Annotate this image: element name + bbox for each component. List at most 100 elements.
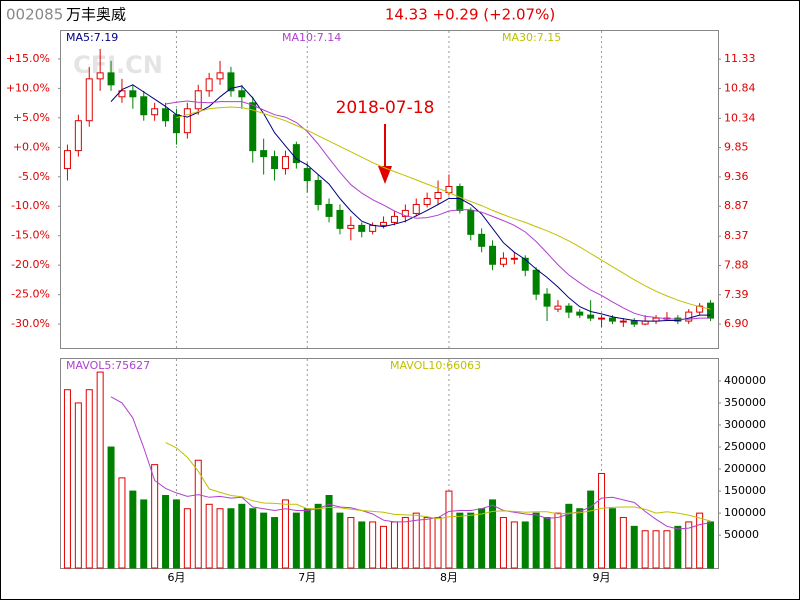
volume-bar [543,517,551,569]
price-panel [60,30,719,349]
volume-bar [478,508,486,569]
candle-body [281,156,289,170]
candle-body [194,90,202,110]
candle-body [85,78,93,122]
y-tick-label: +10.0% [6,81,50,94]
candle-body [96,72,104,80]
candle-body [347,224,355,229]
y-tick-label: -5.0% [18,170,50,183]
candle-body [565,305,573,313]
volume-bar [499,517,507,569]
ma-line [176,106,711,310]
candle-body [619,320,627,323]
volume-bar [423,517,431,569]
volume-bar [292,512,300,569]
volume-bar [369,521,377,569]
volume-bar [652,530,660,569]
volume-bar [271,517,279,569]
x-tick-label: 7月 [298,571,316,584]
candle-body [532,269,540,295]
candle-body [390,215,398,223]
volume-bar [140,499,148,569]
y-tick-label: 50000 [724,528,759,541]
annotation-arrowhead [378,166,392,184]
y-tick-label: 300000 [724,418,766,431]
volume-bar [303,508,311,569]
quote: 14.33 +0.29 (+2.07%) [385,6,555,24]
volume-bar [129,490,137,569]
annotation: 2018-07-18 [336,98,435,118]
candle-body [216,72,224,80]
candle-body [521,257,529,271]
y-tick-label: +15.0% [6,52,50,65]
x-tick-label: 6月 [167,571,185,584]
candle-body [685,311,693,322]
candle-body [140,96,148,116]
volume-bar [456,512,464,569]
candle-body [543,293,551,307]
volume-bar [85,389,93,569]
candle-body [260,150,268,158]
legend-entry: MA30:7.15 [502,31,561,44]
volume-panel [60,358,719,569]
volume-bar [641,530,649,569]
candle-body [369,224,377,232]
volume-bar [412,512,420,569]
volume-bar [467,512,475,569]
volume-bar [96,371,104,569]
candle-body [129,90,137,98]
volume-bar [314,503,322,569]
legend-entry: MAVOL10:66063 [390,359,481,372]
volume-bar [445,490,453,569]
volume-bar [347,517,355,569]
candle-body [314,180,322,205]
y-tick-label: 6.90 [724,317,749,330]
volume-bar [260,512,268,569]
volume-bar [401,517,409,569]
y-tick-label: 150000 [724,484,766,497]
y-tick-label: 100000 [724,506,766,519]
candle-body [587,314,595,319]
volume-bar [172,499,180,569]
y-tick-label: -30.0% [11,317,50,330]
volume-bar [598,472,606,569]
watermark: CFI.CN [73,51,163,79]
candle-body [358,224,366,232]
volume-bar [565,503,573,569]
candle-body [292,144,300,164]
candle-body [630,320,638,325]
volume-bar [183,508,191,569]
y-tick-label: +5.0% [13,111,50,124]
volume-bar [162,494,170,569]
volume-bar [434,517,442,569]
x-tick-label: 8月 [440,571,458,584]
y-tick-label: -25.0% [11,288,50,301]
stock-code: 002085 [6,6,63,24]
volume-bar [685,521,693,569]
y-tick-label: 200000 [724,462,766,475]
volume-bar [390,521,398,569]
candle-body [74,120,82,152]
volume-bar [238,503,246,569]
y-tick-label: 7.88 [724,258,749,271]
candle-body [205,78,213,92]
volume-bar [608,508,616,569]
candle-body [336,209,344,229]
volume-bar [380,525,388,569]
legend-entry: MA10:7.14 [282,31,341,44]
y-tick-label: 9.36 [724,170,749,183]
volume-bar [325,494,333,569]
y-tick-label: 400000 [724,374,766,387]
candle-body [707,302,715,319]
volume-bar [336,512,344,569]
candle-body [183,108,191,134]
ma-line [110,396,711,530]
y-tick-label: 10.34 [724,111,756,124]
y-tick-label: 9.85 [724,141,749,154]
candle-body [151,108,159,116]
y-tick-label: 350000 [724,396,766,409]
candle-body [608,317,616,322]
volume-bar [281,499,289,569]
volume-bar [227,508,235,569]
